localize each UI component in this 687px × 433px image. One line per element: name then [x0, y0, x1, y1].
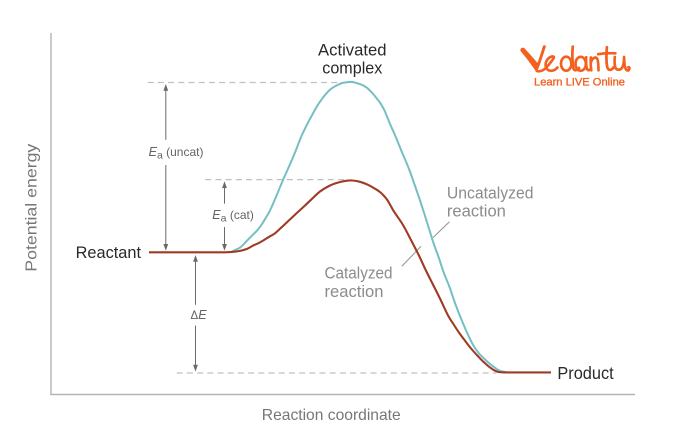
svg-text:Reactant: Reactant	[76, 244, 142, 262]
svg-text:Activated: Activated	[318, 41, 387, 60]
svg-text:Ea (cat): Ea (cat)	[212, 208, 254, 225]
svg-text:Catalyzed: Catalyzed	[325, 265, 393, 283]
svg-text:complex: complex	[322, 59, 382, 78]
svg-text:Uncatalyzed: Uncatalyzed	[447, 185, 534, 203]
svg-text:Learn LIVE Online: Learn LIVE Online	[534, 77, 625, 89]
svg-text:Reaction coordinate: Reaction coordinate	[262, 407, 401, 424]
svg-text:reaction: reaction	[447, 203, 506, 221]
svg-text:ΔE: ΔE	[191, 308, 208, 322]
svg-text:Ea (uncat): Ea (uncat)	[149, 145, 204, 162]
svg-text:reaction: reaction	[325, 283, 384, 301]
svg-text:Product: Product	[557, 363, 613, 383]
svg-text:Potential energy: Potential energy	[24, 144, 41, 272]
